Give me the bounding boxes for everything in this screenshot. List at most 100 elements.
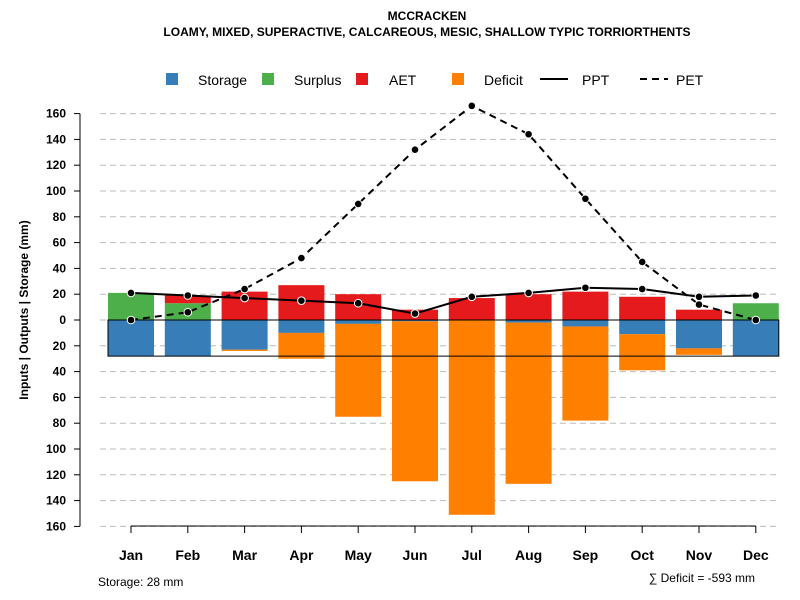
pet-point xyxy=(694,300,704,309)
storage-bar xyxy=(278,320,325,333)
x-tick-label: Dec xyxy=(743,547,769,563)
y-tick-label: 120 xyxy=(46,468,66,482)
storage-bar xyxy=(619,320,666,335)
chart-subtitle: LOAMY, MIXED, SUPERACTIVE, CALCAREOUS, M… xyxy=(163,25,690,39)
ppt-point xyxy=(524,288,533,298)
pet-line xyxy=(130,104,757,321)
deficit-bar xyxy=(505,322,552,484)
chart-title: MCCRACKEN xyxy=(388,9,467,23)
ppt-point xyxy=(126,288,136,298)
storage-bar xyxy=(732,320,779,357)
bars xyxy=(108,285,779,515)
legend-label: Storage xyxy=(198,72,247,88)
aet-bar xyxy=(505,294,552,320)
ppt-point xyxy=(353,298,363,308)
ppt-point xyxy=(410,309,420,318)
pet-point xyxy=(751,315,761,325)
x-tick-label: Jul xyxy=(462,547,482,563)
y-tick-label: 80 xyxy=(53,210,67,224)
ppt-point xyxy=(297,296,306,305)
y-tick-label: 140 xyxy=(46,132,66,146)
axes: 160 140 120 100 80 60 40 20 0 20 40 60 80 100 120 140 16… xyxy=(46,107,769,563)
pet-point xyxy=(353,199,363,209)
storage-capacity-box xyxy=(107,319,780,357)
deficit-bar xyxy=(619,334,666,371)
y-tick-label: 160 xyxy=(46,107,66,121)
ppt-point xyxy=(581,283,590,293)
deficit-bar xyxy=(448,320,495,515)
legend-label: PET xyxy=(676,72,704,88)
storage-bar xyxy=(562,320,609,327)
aet-bar xyxy=(562,291,609,320)
y-tick-label: 0 xyxy=(59,313,66,327)
legend: Storage Surplus AET Deficit PPT PET xyxy=(166,72,704,88)
ppt-point xyxy=(467,292,477,302)
storage-bar xyxy=(676,320,722,349)
deficit-bar xyxy=(335,323,382,417)
aet-bar xyxy=(619,296,666,320)
y-tick-label: 160 xyxy=(46,519,66,533)
y-tick-label: 20 xyxy=(53,287,67,301)
storage-footnote: Storage: 28 mm xyxy=(98,575,183,589)
surplus-bar xyxy=(732,303,779,320)
ppt-point xyxy=(751,291,761,300)
storage-bar xyxy=(392,320,438,322)
pet-point xyxy=(240,284,249,294)
pet-point xyxy=(467,101,477,111)
legend-label: AET xyxy=(389,72,417,88)
pet-point xyxy=(581,194,590,204)
ppt-point xyxy=(637,284,647,294)
pet-point xyxy=(637,257,647,267)
y-tick-label: 80 xyxy=(53,416,67,430)
y-tick-label: 40 xyxy=(53,365,67,379)
pet-point xyxy=(183,307,193,317)
pet-point xyxy=(410,145,420,155)
x-tick-label: Aug xyxy=(515,547,542,563)
legend-label: Deficit xyxy=(484,72,523,88)
storage-bar xyxy=(164,320,211,357)
ppt-point xyxy=(240,293,249,303)
aet-bar xyxy=(448,298,495,320)
x-tick-label: Jan xyxy=(119,547,143,563)
deficit-bar xyxy=(562,326,609,421)
deficit-bar xyxy=(278,332,325,359)
y-tick-label: 100 xyxy=(46,442,66,456)
legend-swatch xyxy=(166,73,178,85)
deficit-bar xyxy=(676,348,722,355)
aet-bar xyxy=(676,309,722,320)
y-tick-label: 60 xyxy=(53,236,67,250)
x-tick-label: Nov xyxy=(686,547,713,563)
y-tick-label: 100 xyxy=(46,184,66,198)
x-tick-label: Mar xyxy=(232,547,257,563)
y-tick-label: 60 xyxy=(53,390,67,404)
x-tick-label: Jun xyxy=(403,547,428,563)
x-tick-label: Sep xyxy=(573,547,599,563)
lines xyxy=(107,101,780,357)
deficit-footnote: ∑ Deficit = -593 mm xyxy=(649,571,755,585)
pet-point xyxy=(126,315,136,325)
y-tick-label: 20 xyxy=(53,339,67,353)
legend-label: PPT xyxy=(582,72,610,88)
ppt-point xyxy=(183,291,193,300)
storage-bar xyxy=(108,320,154,357)
legend-label: Surplus xyxy=(294,72,341,88)
legend-swatch xyxy=(262,73,274,85)
ppt-line xyxy=(130,286,756,315)
legend-swatch xyxy=(452,73,464,85)
y-tick-label: 40 xyxy=(53,261,67,275)
surplus-bar xyxy=(108,292,154,320)
y-tick-label: 140 xyxy=(46,494,66,508)
ppt-point xyxy=(694,292,704,302)
x-tick-label: Apr xyxy=(289,547,314,563)
storage-bar xyxy=(335,320,382,324)
legend-swatch xyxy=(356,73,368,85)
deficit-bar xyxy=(221,349,268,351)
storage-bar xyxy=(221,320,268,350)
x-tick-label: Oct xyxy=(631,547,655,563)
deficit-bar xyxy=(392,321,438,482)
x-tick-label: May xyxy=(345,547,372,563)
storage-bar xyxy=(505,320,552,323)
pet-point xyxy=(524,129,533,139)
y-tick-label: 120 xyxy=(46,158,66,172)
